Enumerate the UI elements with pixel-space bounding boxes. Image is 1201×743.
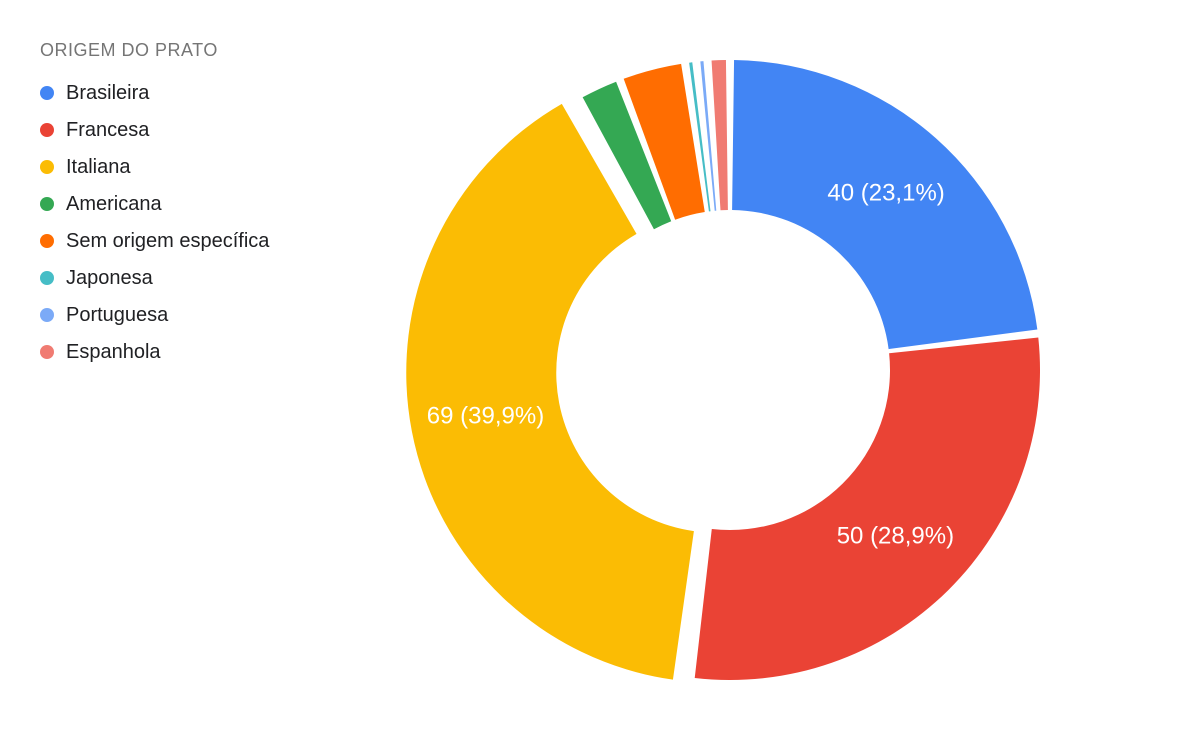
legend-item[interactable]: Brasileira [40,81,269,105]
legend-swatch [40,345,54,359]
donut-slice[interactable] [695,338,1040,680]
legend-swatch [40,123,54,137]
legend-item[interactable]: Espanhola [40,340,269,364]
donut-chart: 40 (23,1%) 50 (28,9%) 69 (39,9%) [380,50,1080,743]
legend-item[interactable]: Portuguesa [40,303,269,327]
legend-swatch [40,271,54,285]
legend-label: Italiana [66,155,131,179]
legend-item[interactable]: Japonesa [40,266,269,290]
legend-swatch [40,197,54,211]
legend-item[interactable]: Francesa [40,118,269,142]
donut-slice-label: 69 (39,9%) [427,403,544,430]
legend-label: Americana [66,192,162,216]
legend-label: Japonesa [66,266,153,290]
legend-label: Sem origem específica [66,229,269,253]
legend-swatch [40,86,54,100]
donut-slice-label: 50 (28,9%) [837,522,954,549]
legend-label: Portuguesa [66,303,168,327]
legend-swatch [40,160,54,174]
donut-slice-label: 40 (23,1%) [827,180,944,207]
legend-swatch [40,234,54,248]
legend-label: Brasileira [66,81,149,105]
legend: ORIGEM DO PRATO Brasileira Francesa Italia… [40,40,269,377]
legend-label: Espanhola [66,340,161,364]
legend-label: Francesa [66,118,149,142]
legend-item[interactable]: Americana [40,192,269,216]
legend-swatch [40,308,54,322]
chart-container: ORIGEM DO PRATO Brasileira Francesa Italia… [0,0,1201,743]
legend-item[interactable]: Sem origem específica [40,229,269,253]
legend-item[interactable]: Italiana [40,155,269,179]
legend-title: ORIGEM DO PRATO [40,40,269,61]
